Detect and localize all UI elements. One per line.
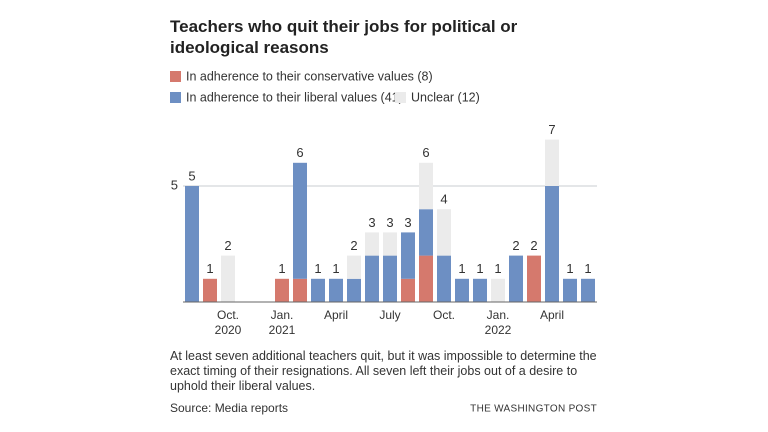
total-label: 4 bbox=[440, 192, 447, 207]
total-label: 2 bbox=[350, 238, 357, 253]
bar-segment bbox=[437, 255, 451, 302]
total-label: 7 bbox=[548, 122, 555, 137]
total-label: 1 bbox=[584, 261, 591, 276]
x-tick-label: Oct. 2020 bbox=[215, 308, 242, 337]
bar-segment bbox=[365, 255, 379, 302]
bar-segment bbox=[455, 278, 469, 302]
bar-segment bbox=[419, 255, 433, 302]
legend-label: In adherence to their conservative value… bbox=[186, 69, 433, 83]
total-label: 1 bbox=[332, 261, 339, 276]
x-tick-line: Jan. bbox=[487, 308, 510, 322]
x-tick-label: April bbox=[540, 308, 564, 322]
bar-segment bbox=[437, 209, 451, 256]
bar-segment bbox=[221, 255, 235, 302]
bar-segment bbox=[581, 278, 595, 302]
x-tick-label: April bbox=[324, 308, 348, 322]
x-tick-label: Jan. 2021 bbox=[269, 308, 296, 337]
legend-swatch bbox=[170, 71, 181, 82]
total-label: 1 bbox=[566, 261, 573, 276]
x-tick-label: Oct. bbox=[433, 308, 455, 322]
total-label: 3 bbox=[368, 215, 375, 230]
total-label: 2 bbox=[530, 238, 537, 253]
bar-segment bbox=[383, 255, 397, 302]
credit: THE WASHINGTON POST bbox=[470, 404, 597, 415]
note: At least seven additional teachers quit,… bbox=[170, 349, 597, 393]
legend-label: In adherence to their liberal values (41… bbox=[186, 90, 403, 104]
total-label: 2 bbox=[224, 238, 231, 253]
total-label: 1 bbox=[278, 261, 285, 276]
bar-segment bbox=[311, 278, 325, 302]
bar-segment bbox=[527, 255, 541, 302]
x-tick-line: July bbox=[379, 308, 400, 322]
total-label: 1 bbox=[476, 261, 483, 276]
bar-segment bbox=[419, 209, 433, 256]
bar-segment bbox=[545, 139, 559, 186]
total-label: 6 bbox=[296, 145, 303, 160]
legend-swatch bbox=[170, 92, 181, 103]
total-label: 1 bbox=[206, 261, 213, 276]
bar-segment bbox=[545, 186, 559, 302]
total-label: 3 bbox=[386, 215, 393, 230]
bar-segment bbox=[347, 278, 361, 302]
x-tick-line: 2020 bbox=[215, 323, 242, 337]
bar-segment bbox=[293, 278, 307, 302]
x-tick-line: Jan. bbox=[271, 308, 294, 322]
bar-segment bbox=[509, 255, 523, 302]
bar-segment bbox=[203, 278, 217, 302]
bar-segment bbox=[365, 232, 379, 256]
total-label: 5 bbox=[188, 168, 195, 183]
x-tick-line: Oct. bbox=[433, 308, 455, 322]
legend-label: Unclear (12) bbox=[411, 90, 480, 104]
total-label: 1 bbox=[494, 261, 501, 276]
legend-swatch bbox=[395, 92, 406, 103]
bar-segment bbox=[491, 278, 505, 302]
total-label: 3 bbox=[404, 215, 411, 230]
bar-segment bbox=[185, 186, 199, 302]
x-tick-line: April bbox=[324, 308, 348, 322]
bar-segment bbox=[419, 162, 433, 210]
bar-segment bbox=[293, 162, 307, 279]
bar-segment bbox=[347, 255, 361, 279]
x-tick-label: July bbox=[379, 308, 400, 322]
bar-segment bbox=[329, 278, 343, 302]
bar-segment bbox=[275, 278, 289, 302]
bar-segment bbox=[401, 232, 415, 279]
total-label: 2 bbox=[512, 238, 519, 253]
source: Source: Media reports bbox=[170, 401, 288, 415]
x-tick-label: Jan. 2022 bbox=[485, 308, 512, 337]
x-tick-line: 2021 bbox=[269, 323, 296, 337]
bar-segment bbox=[473, 278, 487, 302]
bar-segment bbox=[383, 232, 397, 256]
x-tick-line: 2022 bbox=[485, 323, 512, 337]
chart-title: Teachers who quit their jobs for politic… bbox=[170, 17, 518, 57]
x-tick-line: Oct. bbox=[217, 308, 239, 322]
y-tick-label: 5 bbox=[171, 177, 178, 192]
total-label: 1 bbox=[458, 261, 465, 276]
bar-segment bbox=[563, 278, 577, 302]
x-tick-line: April bbox=[540, 308, 564, 322]
bar-segment bbox=[401, 278, 415, 302]
total-label: 6 bbox=[422, 145, 429, 160]
total-label: 1 bbox=[314, 261, 321, 276]
